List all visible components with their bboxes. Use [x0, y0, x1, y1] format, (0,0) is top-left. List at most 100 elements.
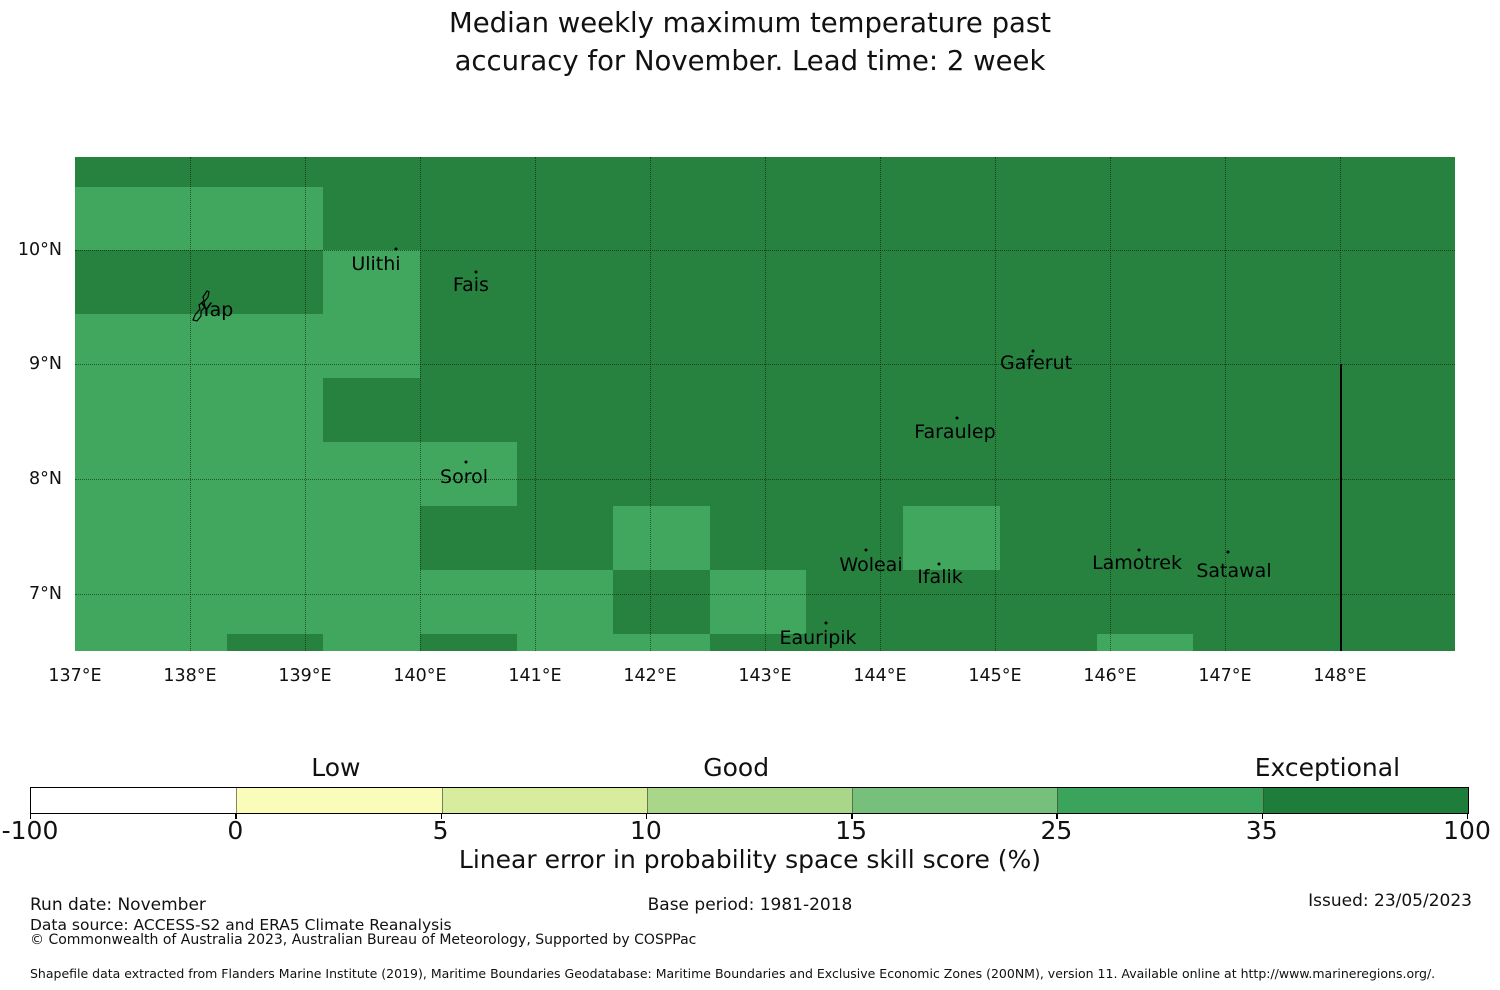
x-tick-label: 144°E [853, 666, 907, 686]
map-cell-skill-25-35 [1097, 634, 1194, 651]
yap-island-shape [192, 290, 210, 322]
colorbar-segment-divider [236, 788, 238, 813]
colorbar-axis-label: Linear error in probability space skill … [458, 845, 1042, 874]
map-cell-skill-25-35 [75, 313, 324, 378]
grid-line-horizontal [75, 249, 1455, 251]
x-tick-label: 141°E [508, 666, 562, 686]
grid-line-vertical [535, 157, 536, 651]
grid-line-horizontal [75, 364, 1455, 366]
grid-line-vertical [1225, 157, 1226, 651]
y-tick-label: 8°N [29, 469, 62, 490]
island-label: Lamotrek [1092, 552, 1182, 575]
island-marker-dot [1137, 548, 1141, 552]
colorbar-tick-label: -100 [1, 816, 59, 845]
colorbar-tick-label: 0 [227, 816, 244, 845]
grid-line-vertical [880, 157, 881, 651]
colorbar-zone-label-low: Low [311, 753, 361, 782]
island-marker-dot [824, 621, 828, 625]
island-label: Ifalik [917, 566, 963, 589]
colorbar-tick-mark [1056, 814, 1058, 819]
colorbar-zone-label-exceptional: Exceptional [1254, 753, 1401, 782]
island-label: Ulithi [351, 252, 401, 275]
map-cell-skill-25-35 [75, 570, 613, 635]
x-tick-label: 140°E [393, 666, 447, 686]
island-label: Satawal [1196, 560, 1272, 583]
colorbar-tick-label: 5 [432, 816, 449, 845]
colorbar-tick-mark [1261, 814, 1264, 819]
colorbar-tick-label: 100 [1443, 816, 1491, 845]
grid-line-vertical [420, 157, 421, 651]
x-tick-label: 137°E [48, 666, 102, 686]
skill-map: Yap Ulithi Fais Sorol Gaferut Faraulep Woleai I… [75, 157, 1455, 651]
base-period-text: Base period: 1981-2018 [647, 895, 853, 915]
map-cell-skill-25-35 [75, 186, 324, 250]
y-tick-label: 10°N [17, 239, 62, 260]
grid-line-vertical [1110, 157, 1111, 651]
map-cell-skill-25-35 [710, 570, 807, 635]
x-tick-label: 139°E [278, 666, 332, 686]
map-cell-skill-25-35 [75, 634, 228, 651]
colorbar-tick-label: 35 [1245, 816, 1278, 845]
colorbar-segment-divider [1262, 788, 1264, 813]
grid-line-vertical [190, 157, 191, 651]
colorbar-segment-divider [441, 788, 443, 813]
island-marker-dot [937, 562, 941, 566]
colorbar-segment-25-to-35 [1057, 788, 1263, 813]
colorbar-zone-label-good: Good [703, 753, 770, 782]
x-tick-label: 138°E [163, 666, 217, 686]
island-marker-dot [474, 270, 478, 274]
colorbar-segment-5-to-10 [441, 788, 647, 813]
y-tick-label: 9°N [29, 354, 62, 375]
data-source-text: Data source: ACCESS-S2 and ERA5 Climate … [30, 916, 452, 934]
island-label: Sorol [440, 466, 489, 489]
colorbar-segment-35-to-100 [1262, 788, 1468, 813]
x-tick-label: 147°E [1198, 666, 1252, 686]
chart-title-line1: Median weekly maximum temperature past [449, 7, 1051, 39]
colorbar-tick-label: 25 [1040, 816, 1073, 845]
colorbar-segment--100-to-0 [31, 788, 237, 813]
colorbar-tick-label: 10 [629, 816, 662, 845]
island-marker-dot [1031, 349, 1035, 353]
grid-line-vertical [650, 157, 651, 651]
colorbar-segment-15-to-25 [852, 788, 1058, 813]
colorbar-segment-divider [852, 788, 854, 813]
x-tick-label: 146°E [1083, 666, 1137, 686]
colorbar-tick-mark [440, 814, 442, 819]
colorbar-segment-divider [1057, 788, 1059, 813]
issued-date-text: Issued: 23/05/2023 [1308, 891, 1472, 911]
island-marker-dot [394, 247, 398, 251]
map-cell-skill-25-35 [516, 634, 711, 651]
shapefile-attribution-text: Shapefile data extracted from Flanders M… [30, 966, 1436, 981]
grid-line-vertical [765, 157, 766, 651]
chart-title-line2: accuracy for November. Lead time: 2 week [454, 45, 1046, 77]
colorbar-tick-mark [1467, 814, 1469, 819]
grid-line-horizontal [75, 479, 1455, 481]
chart-title: Median weekly maximum temperature past a… [0, 4, 1500, 80]
run-date-text: Run date: November [30, 895, 206, 915]
colorbar-segment-divider [646, 788, 648, 813]
grid-line-horizontal [75, 593, 1455, 595]
grid-line-vertical [305, 157, 306, 651]
x-tick-label: 145°E [968, 666, 1022, 686]
colorbar-tick-mark [645, 814, 648, 819]
island-marker-dot [1226, 550, 1230, 554]
map-cell-skill-25-35 [75, 506, 420, 571]
colorbar-tick-label: 15 [835, 816, 868, 845]
map-cell-skill-25-35 [903, 506, 1000, 571]
island-label: Woleai [839, 554, 903, 577]
colorbar-tick-mark [851, 814, 853, 819]
island-label: Yap [200, 298, 234, 321]
map-cell-skill-25-35 [612, 506, 711, 571]
colorbar-segment-0-to-5 [236, 788, 442, 813]
island-marker-dot [464, 460, 468, 464]
x-tick-label: 143°E [738, 666, 792, 686]
colorbar [30, 787, 1469, 814]
y-tick-label: 7°N [29, 583, 62, 604]
island-label: Fais [452, 273, 489, 296]
grid-line-vertical [995, 157, 996, 651]
copyright-text: © Commonwealth of Australia 2023, Austra… [30, 931, 697, 948]
map-cell-skill-25-35 [323, 249, 420, 378]
x-tick-label: 142°E [623, 666, 677, 686]
map-cell-skill-25-35 [75, 377, 324, 443]
island-marker-dot [955, 416, 959, 420]
